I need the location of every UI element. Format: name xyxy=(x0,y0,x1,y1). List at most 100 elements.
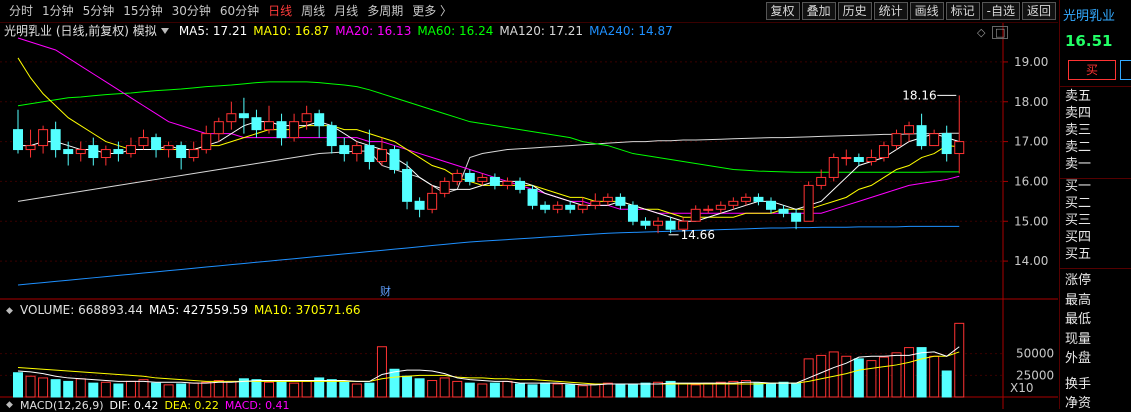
volume-bar xyxy=(151,382,162,398)
ma120-label: MA120: 17.21 xyxy=(499,24,584,38)
macd-title: MACD(12,26,9) xyxy=(20,399,104,412)
volume-bar xyxy=(414,378,425,398)
settings-diamond-icon[interactable]: ◇ xyxy=(977,26,986,39)
volume-bar xyxy=(326,379,337,398)
volume-unit: X10 xyxy=(1010,381,1034,395)
volume-value: VOLUME: 668893.44 xyxy=(20,303,143,317)
macd-settings-icon[interactable]: ◆ xyxy=(6,400,13,410)
tab-weekly[interactable]: 周线 xyxy=(301,4,326,18)
candle-body xyxy=(376,149,387,163)
price-tick-label: 14.00 xyxy=(1014,254,1048,268)
candle-body xyxy=(690,208,701,222)
candle-body xyxy=(138,137,149,147)
volume-bar xyxy=(176,383,187,398)
stat-label: 净资 xyxy=(1065,396,1092,411)
volume-header: VOLUME: 668893.44 MA5: 427559.59 MA10: 3… xyxy=(20,302,361,318)
orderbook-level: 卖三 xyxy=(1065,123,1092,138)
candle-body xyxy=(389,149,400,170)
volume-bar xyxy=(364,382,375,398)
volume-bar xyxy=(715,381,726,398)
candle-body xyxy=(427,192,438,210)
candle-body xyxy=(264,121,274,131)
volume-bar xyxy=(188,382,199,398)
volume-bar xyxy=(289,382,300,398)
volume-bar xyxy=(63,380,74,398)
tab-15min[interactable]: 15分钟 xyxy=(123,4,163,18)
ma10-label: MA10: 16.87 xyxy=(253,24,330,38)
candle-body xyxy=(678,220,689,230)
back-button[interactable]: 返回 xyxy=(1021,2,1056,20)
candle-body xyxy=(301,113,312,123)
candle-body xyxy=(439,180,450,194)
chart-title: 光明乳业 (日线,前复权) 模拟 xyxy=(4,24,157,38)
candle-body xyxy=(289,121,300,139)
volume-bar xyxy=(402,375,413,398)
volume-bar xyxy=(891,352,902,398)
high-marker-label: 18.16 xyxy=(902,88,936,102)
volume-bar xyxy=(38,377,49,398)
macd-header: MACD(12,26,9) DIF: 0.42 DEA: 0.22 MACD: … xyxy=(20,400,290,412)
close-icon[interactable]: □ xyxy=(992,26,1009,39)
candle-body xyxy=(841,157,852,160)
orderbook-level: 买二 xyxy=(1065,196,1092,211)
fuquan-button[interactable]: 复权 xyxy=(765,2,800,20)
candle-body xyxy=(477,176,488,182)
candle-body xyxy=(276,121,287,139)
volume-bar xyxy=(477,383,488,398)
candle-body xyxy=(904,125,915,135)
candle-body xyxy=(740,196,751,202)
volume-bar xyxy=(376,346,387,398)
candle-body xyxy=(75,149,86,155)
volume-bar xyxy=(941,370,952,398)
volume-bar xyxy=(577,385,588,398)
tab-fenshi[interactable]: 分时 xyxy=(9,4,34,18)
candle-body xyxy=(515,180,525,190)
tab-30min[interactable]: 30分钟 xyxy=(171,4,211,18)
volume-bar xyxy=(75,378,86,398)
volume-bar xyxy=(351,383,362,398)
mark-button[interactable]: 标记 xyxy=(945,2,980,20)
candle-body xyxy=(577,204,588,210)
orderbook-level: 卖二 xyxy=(1065,140,1092,155)
stats-button[interactable]: 统计 xyxy=(873,2,908,20)
price-tick-label: 16.00 xyxy=(1014,174,1048,188)
tool-buttons: 复权 叠加 历史 统计 画线 标记 -自选 返回 xyxy=(764,2,1056,20)
dropdown-icon[interactable] xyxy=(160,28,169,34)
stock-name[interactable]: 光明乳业 xyxy=(1063,9,1116,24)
overlay-button[interactable]: 叠加 xyxy=(801,2,836,20)
volume-bar xyxy=(339,381,350,398)
tab-1min[interactable]: 1分钟 xyxy=(42,4,74,18)
draw-line-button[interactable]: 画线 xyxy=(909,2,944,20)
tab-5min[interactable]: 5分钟 xyxy=(82,4,115,18)
remove-favorite-button[interactable]: -自选 xyxy=(981,2,1020,20)
sell-button[interactable] xyxy=(1120,60,1131,80)
orderbook-level: 卖五 xyxy=(1065,89,1092,104)
candle-body xyxy=(728,200,739,206)
candle-body xyxy=(50,129,61,151)
volume-settings-icon[interactable]: ◆ xyxy=(6,306,13,316)
volume-bar xyxy=(515,383,525,398)
period-tabs: 分时 1分钟 5分钟 15分钟 30分钟 60分钟 日线 周线 月线 多周期 更… xyxy=(4,3,456,19)
candle-body xyxy=(201,133,212,151)
candle-body xyxy=(238,113,249,119)
candle-body xyxy=(627,204,638,222)
ma5-line xyxy=(18,121,960,222)
volume-bar xyxy=(502,380,513,398)
tab-multi-period[interactable]: 多周期 xyxy=(367,4,404,18)
volume-bar xyxy=(427,380,438,398)
tab-60min[interactable]: 60分钟 xyxy=(219,4,260,18)
kline-chart[interactable]: 19.00 18.00 17.00 16.00 15.00 14.00 18.16 14.66… xyxy=(0,23,1058,409)
tab-monthly[interactable]: 月线 xyxy=(334,4,359,18)
volume-bar xyxy=(866,360,877,398)
tab-daily[interactable]: 日线 xyxy=(268,4,293,18)
history-button[interactable]: 历史 xyxy=(837,2,872,20)
candle-body xyxy=(38,129,49,147)
volume-bar xyxy=(766,383,776,398)
volume-bar xyxy=(653,381,664,398)
tab-more[interactable]: 更多 〉 xyxy=(412,4,453,18)
vol-ma10-label: MA10: 370571.66 xyxy=(253,303,361,317)
volume-bar xyxy=(640,382,651,398)
buy-button[interactable]: 买 xyxy=(1068,60,1116,80)
candle-body xyxy=(866,157,877,163)
volume-bar xyxy=(125,380,136,398)
